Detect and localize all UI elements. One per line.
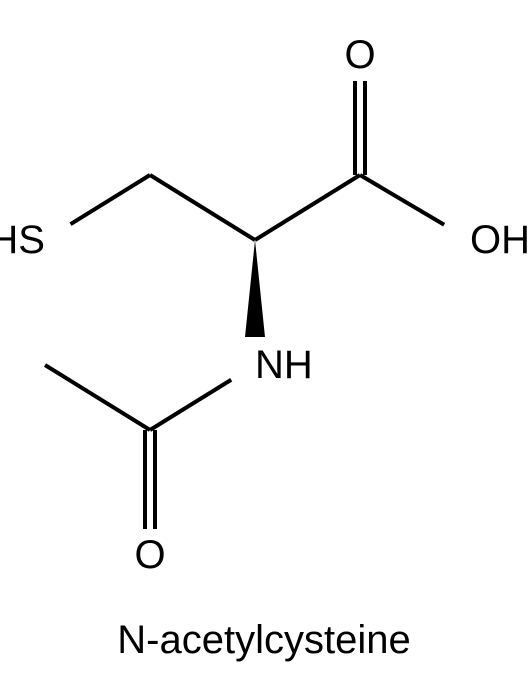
molecule-caption: N-acetylcysteine bbox=[117, 618, 410, 662]
atom-label: NH bbox=[255, 343, 313, 387]
atom-label: O bbox=[134, 533, 165, 577]
atom-label: O bbox=[344, 33, 375, 77]
atom-label: OH bbox=[470, 218, 528, 262]
atom-label: HS bbox=[0, 218, 45, 262]
